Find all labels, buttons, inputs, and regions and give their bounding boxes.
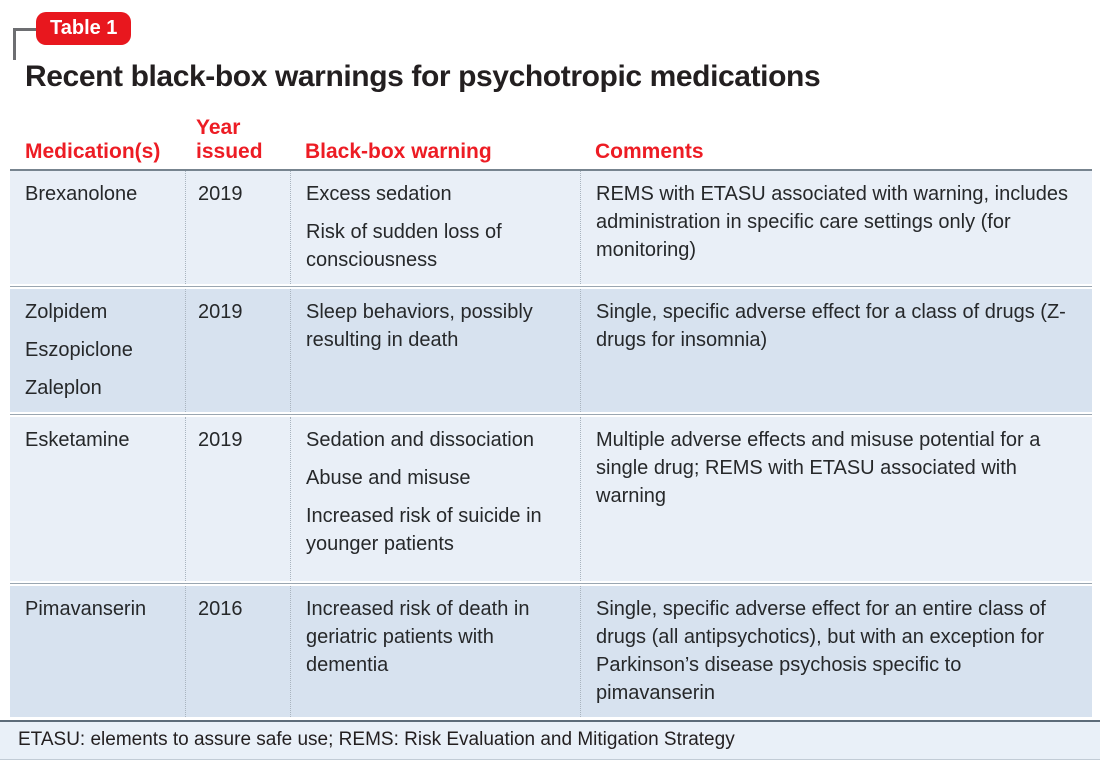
warning-item: Abuse and misuse [306, 467, 471, 489]
table-row-pimavanserin: Pimavanserin 2016 Increased risk of deat… [10, 586, 1092, 717]
row-separator [10, 581, 1092, 586]
cell-medications: Pimavanserin [10, 586, 185, 717]
corner-bracket-icon [13, 28, 41, 60]
row-separator [10, 412, 1092, 417]
cell-black-box-warning: Increased risk of death in geriatric pat… [290, 586, 580, 717]
column-header-year-issued: Year issued [196, 116, 263, 163]
warning-item: Sleep behaviors, possibly resulting in d… [306, 301, 533, 351]
table-row-esketamine: Esketamine 2019 Sedation and dissociatio… [10, 417, 1092, 581]
warning-item: Increased risk of suicide in younger pat… [306, 505, 542, 555]
table-number-badge: Table 1 [36, 12, 132, 45]
cell-year-issued: 2019 [185, 171, 290, 284]
column-header-comments: Comments [595, 140, 704, 163]
page-title: Recent black-box warnings for psychotrop… [25, 60, 821, 93]
cell-comments: REMS with ETASU associated with warning,… [580, 171, 1092, 284]
cell-black-box-warning: Sedation and dissociation Abuse and misu… [290, 417, 580, 581]
table-header-area: Table 1 Recent black-box warnings for ps… [0, 0, 1100, 94]
table-top-rule [10, 169, 1092, 171]
warning-item: Excess sedation [306, 183, 452, 205]
warnings-table: Medication(s) Year issued Black-box warn… [10, 112, 1092, 717]
medication-name: Esketamine [25, 429, 130, 451]
cell-comments: Single, specific adverse effect for a cl… [580, 289, 1092, 412]
cell-year-issued: 2019 [185, 417, 290, 581]
row-separator [10, 284, 1092, 289]
cell-comments: Single, specific adverse effect for an e… [580, 586, 1092, 717]
cell-black-box-warning: Excess sedation Risk of sudden loss of c… [290, 171, 580, 284]
medication-name: Eszopiclone [25, 339, 133, 361]
cell-black-box-warning: Sleep behaviors, possibly resulting in d… [290, 289, 580, 412]
comments-text: Multiple adverse effects and misuse pote… [596, 429, 1041, 507]
cell-year-issued: 2019 [185, 289, 290, 412]
cell-comments: Multiple adverse effects and misuse pote… [580, 417, 1092, 581]
comments-text: Single, specific adverse effect for a cl… [596, 301, 1066, 351]
medication-name: Pimavanserin [25, 598, 147, 620]
cell-year-issued: 2016 [185, 586, 290, 717]
comments-text: Single, specific adverse effect for an e… [596, 598, 1046, 704]
cell-medications: Zolpidem Eszopiclone Zaleplon [10, 289, 185, 412]
warning-item: Increased risk of death in geriatric pat… [306, 598, 530, 676]
medication-name: Brexanolone [25, 183, 138, 205]
table-row-z-drugs: Zolpidem Eszopiclone Zaleplon 2019 Sleep… [10, 289, 1092, 412]
table-header-row: Medication(s) Year issued Black-box warn… [10, 112, 1092, 169]
medication-name: Zolpidem [25, 301, 108, 323]
column-header-black-box-warning: Black-box warning [305, 140, 492, 163]
cell-medications: Esketamine [10, 417, 185, 581]
comments-text: REMS with ETASU associated with warning,… [596, 183, 1069, 261]
warning-item: Risk of sudden loss of consciousness [306, 221, 502, 271]
year-value: 2019 [198, 301, 243, 323]
medication-name: Zaleplon [25, 377, 102, 399]
year-value: 2019 [198, 429, 243, 451]
footnote-text: ETASU: elements to assure safe use; REMS… [18, 729, 735, 750]
year-value: 2019 [198, 183, 243, 205]
warning-item: Sedation and dissociation [306, 429, 534, 451]
column-header-medications: Medication(s) [25, 140, 161, 163]
table-row-brexanolone: Brexanolone 2019 Excess sedation Risk of… [10, 171, 1092, 284]
year-value: 2016 [198, 598, 243, 620]
footnote-bar: ETASU: elements to assure safe use; REMS… [0, 720, 1100, 760]
cell-medications: Brexanolone [10, 171, 185, 284]
